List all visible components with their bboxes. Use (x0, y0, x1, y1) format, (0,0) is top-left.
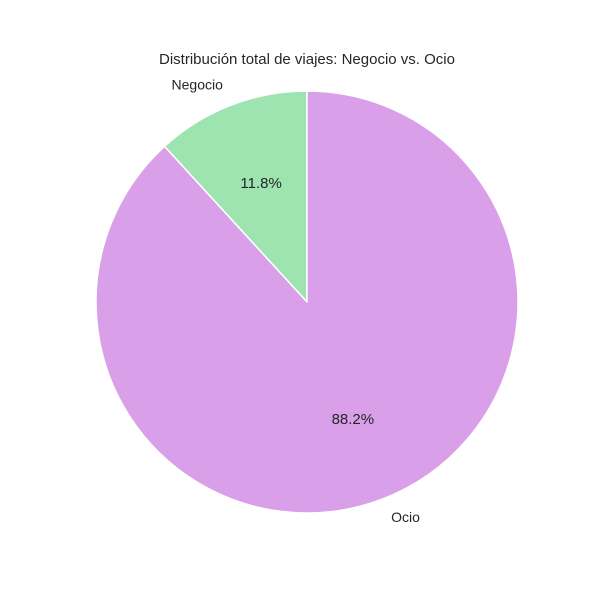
slice-label-negocio: Negocio (172, 76, 224, 92)
slice-pct-negocio: 11.8% (240, 175, 281, 192)
pie-slices (95, 90, 519, 514)
chart-title: Distribución total de viajes: Negocio vs… (159, 51, 455, 68)
pie-labels: Negocio 11.8% Ocio 88.2% (172, 76, 421, 525)
slice-label-ocio: Ocio (391, 509, 420, 525)
pie-slice-negocio (163, 90, 308, 303)
pie-slice-ocio (95, 90, 519, 514)
slice-pct-ocio: 88.2% (332, 411, 375, 428)
